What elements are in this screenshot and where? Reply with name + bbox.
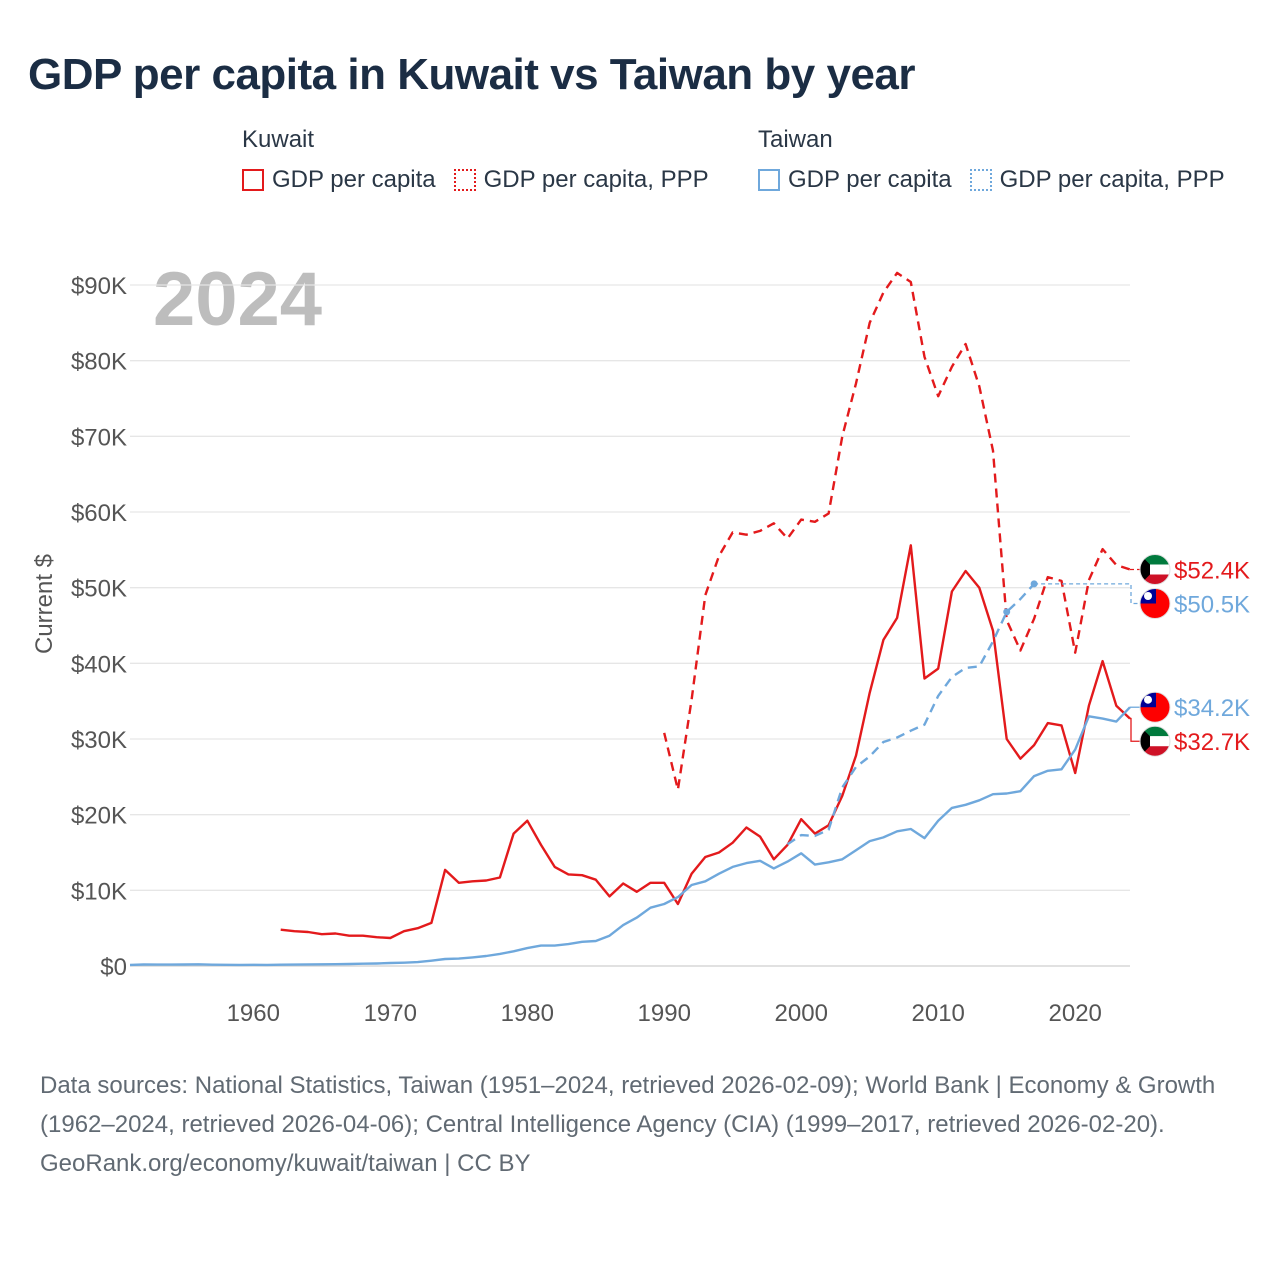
y-tick-label: $0 <box>100 954 127 981</box>
end-label-taiwan-gdp: $34.2K <box>1130 691 1250 723</box>
y-tick-label: $50K <box>71 576 127 603</box>
x-tick-label: 2000 <box>775 1000 828 1027</box>
x-tick-label: 2010 <box>912 1000 965 1027</box>
x-tick-label: 1970 <box>364 1000 417 1027</box>
legend-taiwan-ppp[interactable]: GDP per capita, PPP <box>969 166 1225 194</box>
series-line-kuwait-gdp[interactable] <box>280 544 1131 940</box>
y-tick-label: $20K <box>71 803 127 830</box>
end-label-kuwait-gdp: $32.7K <box>1130 717 1250 757</box>
series-line-taiwan-ppp[interactable] <box>786 583 1035 846</box>
series-line-kuwait-ppp[interactable] <box>663 271 1131 791</box>
chart-title: GDP per capita in Kuwait vs Taiwan by ye… <box>28 50 916 99</box>
end-label-value: $32.7K <box>1174 729 1250 756</box>
series-layer <box>129 271 1131 967</box>
legend-kuwait-gdp[interactable]: GDP per capita <box>242 166 436 194</box>
kuwait-flag-icon <box>1139 554 1171 586</box>
legend-swatch-kuwait-dotted <box>453 169 476 191</box>
legend-taiwan: Taiwan GDP per capita GDP per capita, PP… <box>758 124 1243 194</box>
taiwan-flag-icon <box>1139 588 1171 620</box>
taiwan-flag-icon <box>1139 691 1171 723</box>
y-tick-label: $30K <box>71 727 127 754</box>
y-tick-label: $70K <box>71 424 127 451</box>
y-tick-label: $90K <box>71 273 127 300</box>
series-line-taiwan-gdp[interactable] <box>129 706 1131 967</box>
end-label-connector <box>1034 583 1140 605</box>
end-label-value: $52.4K <box>1174 558 1250 585</box>
kuwait-flag-icon <box>1139 725 1171 757</box>
x-tick-label: 1960 <box>227 1000 280 1027</box>
y-tick-label: $80K <box>71 349 127 376</box>
footer: Data sources: National Statistics, Taiwa… <box>40 1066 1230 1183</box>
legend-swatch-taiwan-solid <box>758 169 780 191</box>
y-axis-title: Current $ <box>31 554 58 654</box>
line-chart: 2024 Current $ $0 $10K $20K $30K $40K $50K $60… <box>31 257 1250 1027</box>
legend-kuwait-row: GDP per capita GDP per capita, PPP <box>242 166 727 194</box>
x-tick-label: 1990 <box>638 1000 691 1027</box>
series-point-marker <box>1003 608 1011 616</box>
legend-kuwait-gdp-label: GDP per capita <box>272 166 436 193</box>
credit-line[interactable]: GeoRank.org/economy/kuwait/taiwan | CC B… <box>40 1150 531 1177</box>
legend-taiwan-row: GDP per capita GDP per capita, PPP <box>758 166 1243 194</box>
x-axis: 1960 1970 1980 1990 2000 2010 2020 <box>227 1000 1102 1027</box>
y-axis: $0 $10K $20K $30K $40K $50K $60K $70K $80K $90K <box>71 273 127 981</box>
legend-taiwan-ppp-label: GDP per capita, PPP <box>999 166 1225 193</box>
year-watermark: 2024 <box>153 257 322 342</box>
legend-kuwait-ppp-label: GDP per capita, PPP <box>483 166 709 193</box>
legend-kuwait: Kuwait GDP per capita GDP per capita, PP… <box>242 124 727 194</box>
x-tick-label: 2020 <box>1049 1000 1102 1027</box>
legend-taiwan-gdp-label: GDP per capita <box>788 166 952 193</box>
data-sources: Data sources: National Statistics, Taiwa… <box>40 1072 1216 1138</box>
legend-taiwan-gdp[interactable]: GDP per capita <box>758 166 952 194</box>
end-label-kuwait-ppp: $52.4K <box>1130 554 1250 586</box>
end-labels: $52.4K $50.5K $34.2K $32.7K <box>1034 554 1250 757</box>
y-tick-label: $60K <box>71 500 127 527</box>
grid-layer <box>130 284 1130 967</box>
x-tick-label: 1980 <box>501 1000 554 1027</box>
end-label-connector <box>1130 717 1140 742</box>
legend-kuwait-ppp[interactable]: GDP per capita, PPP <box>453 166 709 194</box>
legend-kuwait-heading: Kuwait <box>242 126 315 153</box>
legend-swatch-taiwan-dotted <box>969 169 992 191</box>
end-label-value: $50.5K <box>1174 592 1250 619</box>
end-label-taiwan-ppp: $50.5K <box>1034 583 1250 620</box>
y-tick-label: $10K <box>71 878 127 905</box>
legend-taiwan-heading: Taiwan <box>758 126 833 153</box>
end-label-value: $34.2K <box>1174 695 1250 722</box>
y-tick-label: $40K <box>71 651 127 678</box>
legend-swatch-kuwait-solid <box>242 169 264 191</box>
